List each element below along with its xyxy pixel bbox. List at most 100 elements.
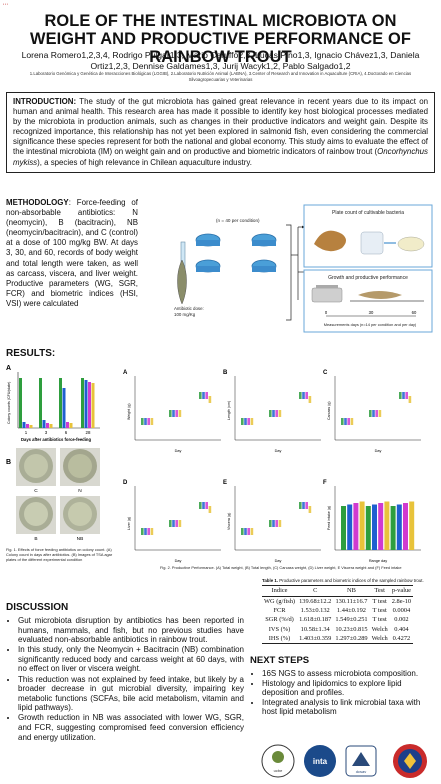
discussion-item: In this study, only the Neomycin + Bacit… [18, 645, 244, 674]
table-cell: Welch [371, 625, 388, 633]
n-label: (n = 40 per condition) [216, 218, 260, 223]
perf-panel-a: A Weight (g) Day [123, 370, 221, 453]
colony-bar [42, 420, 46, 428]
boxplot [275, 520, 278, 527]
perf-panel-c: C Carcass (g) Day [323, 370, 421, 453]
boxplot [250, 528, 254, 535]
discussion-item: This reduction was not explained by feed… [18, 675, 244, 713]
boxplot [199, 392, 202, 399]
agar-plates [16, 448, 100, 534]
table-cell: 139.68±12.2 [299, 597, 332, 605]
table-cell: 1.618±0.187 [299, 616, 332, 624]
colony-bar [62, 388, 66, 428]
results-heading: RESULTS: [6, 348, 56, 359]
feed-bar [390, 506, 396, 550]
plate-n: N [78, 488, 82, 494]
logos: ucbe inta dcsav [261, 744, 427, 778]
fig2-caption: Fig. 2. Productive Performance. (A) Tota… [160, 565, 402, 570]
panel-b-label: B [6, 459, 11, 466]
perf-panel-d: D Liver (g) Day [123, 480, 221, 563]
boxplot [208, 396, 212, 403]
boxplot [305, 392, 308, 399]
boxplot [169, 520, 172, 527]
perf-panel-f: F Feed intake (g) Range day [323, 480, 421, 563]
table-cell: FCR [273, 607, 286, 614]
university-seal-icon [393, 744, 427, 778]
boxplot [275, 410, 278, 417]
colony-bar [19, 378, 22, 428]
plate-count-label: Plate count of cultivable bacteria [332, 210, 404, 216]
panel-label: C [323, 370, 328, 376]
table-cell: Welch [369, 633, 390, 645]
boxplot [247, 528, 250, 535]
boxplot [144, 418, 147, 425]
day-0: 0 [325, 310, 328, 315]
feed-bar [396, 504, 402, 550]
feed-bar [365, 506, 371, 550]
discussion-section: DISCUSSION Gut microbiota disruption by … [6, 602, 244, 743]
table-cell: 1.44±0.192 [336, 607, 366, 614]
panel-xlabel: Day [175, 449, 182, 453]
svg-text:ucbe: ucbe [274, 768, 283, 773]
colony-bar [66, 422, 69, 428]
table-cell: SGR (%/d) [265, 616, 294, 624]
table-block: Table 1. Productive parameters and biome… [262, 578, 436, 645]
panel-ylabel: Liver (g) [127, 517, 131, 530]
panel-label: A [123, 370, 128, 376]
table-cell: 2.8e-10 [391, 597, 412, 605]
feed-bar [403, 503, 408, 550]
colony-bar [84, 380, 88, 428]
table-cell: T test [372, 607, 387, 614]
next-step-item: Integrated analysis to link microbial ta… [262, 698, 436, 717]
colony-day-1: 1 [25, 430, 28, 435]
colony-bar [22, 422, 26, 428]
inta-logo: inta [304, 745, 336, 777]
feed-bar [378, 503, 384, 550]
table-header: NB [333, 585, 370, 597]
boxplot [150, 418, 154, 425]
table-cell: 1.403±0.359 [297, 633, 334, 645]
table-cell: 0.002 [394, 616, 409, 624]
feed-bar [347, 504, 353, 550]
corner-mark: ▪ ▪ ▪ [3, 2, 8, 6]
boxplot [141, 418, 144, 425]
boxplot [172, 410, 175, 417]
next-step-item: 16S NGS to assess microbiota composition… [262, 669, 436, 679]
boxplot [344, 418, 347, 425]
panel-xlabel: Day [275, 449, 282, 453]
boxplot [202, 502, 205, 509]
colony-bar [46, 423, 49, 428]
boxplot [144, 528, 147, 535]
boxplot [302, 392, 305, 399]
panel-a-label: A [6, 365, 11, 372]
table-row: IHS (%) 1.403±0.359 1.297±0.289 Welch 0.4272 [262, 633, 414, 645]
boxplot [372, 410, 375, 417]
day-60: 60 [412, 310, 417, 315]
boxplot [408, 396, 412, 403]
table-cell: 10.23±0.815 [335, 625, 368, 633]
tanks [195, 233, 277, 273]
table-cell: 1.297±0.289 [333, 633, 370, 645]
boxplot [369, 410, 372, 417]
boxplot [147, 418, 150, 425]
boxplot [241, 418, 244, 425]
methodology-label: METHODOLOGY [6, 198, 69, 207]
table-cell: 130.11±16.7 [335, 597, 368, 605]
colony-bars [19, 378, 95, 428]
boxplot [172, 520, 175, 527]
colony-xlabel: Days after antibiotics force-feeding [21, 437, 91, 442]
measure-caption: Measurements days (n=14 per condition an… [324, 322, 417, 327]
plate-b: B [34, 536, 37, 542]
next-step-item: Histology and lipidomics to explore lipi… [262, 679, 436, 698]
boxplot [305, 502, 308, 509]
dcsav-logo: dcsav [345, 745, 377, 777]
table-header: Indice [262, 585, 298, 597]
feed-bar [341, 506, 346, 550]
table-cell: 0.0004 [392, 607, 411, 614]
boxplot [175, 520, 178, 527]
boxplot [299, 502, 302, 509]
table-cell: T test [372, 597, 387, 605]
colony-day-28: 28 [86, 430, 91, 435]
table-caption-bold: Table 1. [262, 578, 279, 583]
boxplot [375, 410, 378, 417]
